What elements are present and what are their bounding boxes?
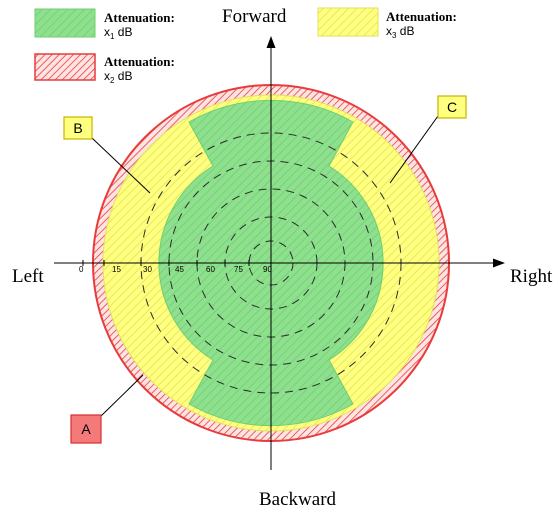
callout-b-label: B — [73, 120, 82, 136]
callout-a-label: A — [81, 421, 91, 437]
legend-value-x3: x3 dB — [386, 24, 414, 40]
label-right: Right — [510, 266, 553, 287]
callout-a: A — [70, 374, 144, 444]
tick-label-90: 90 — [263, 265, 272, 274]
tick-label-75: 75 — [234, 265, 243, 274]
legend-swatch-red — [34, 53, 96, 81]
callout-a-leader — [99, 374, 144, 418]
axis-ticks — [82, 260, 250, 266]
legend-item-x2: Attenuation: x2 dB — [34, 53, 175, 85]
tick-label-0: 0 — [79, 265, 84, 274]
callout-c-label: C — [447, 99, 457, 115]
legend-item-x1: Attenuation: x1 dB — [34, 8, 175, 41]
tick-labels: 0 15 30 45 60 75 90 — [79, 265, 272, 274]
label-backward: Backward — [259, 489, 337, 510]
legend-value-x1: x1 dB — [104, 25, 132, 41]
callout-c-leader — [389, 115, 439, 184]
right-arrow-icon — [493, 258, 505, 268]
tick-label-30: 30 — [143, 265, 152, 274]
label-left: Left — [12, 266, 44, 287]
callout-b-leader — [91, 137, 151, 194]
label-forward: Forward — [222, 6, 287, 27]
legend-swatch-green — [34, 8, 96, 38]
legend-title-x3: Attenuation: — [386, 9, 457, 24]
tick-label-60: 60 — [206, 265, 215, 274]
legend-title-x2: Attenuation: — [104, 54, 175, 69]
tick-label-15: 15 — [112, 265, 121, 274]
tick-label-45: 45 — [175, 265, 184, 274]
legend-swatch-yellow — [317, 7, 379, 37]
legend-item-x3: Attenuation: x3 dB — [317, 7, 457, 40]
legend: Attenuation: x1 dB Attenuation: x2 dB At… — [34, 7, 457, 85]
forward-arrow-icon — [266, 36, 276, 48]
legend-value-x2: x2 dB — [104, 69, 132, 85]
callout-a-box — [70, 414, 102, 444]
callout-b-box — [63, 116, 93, 140]
axes — [54, 36, 505, 470]
callout-c: C — [389, 95, 467, 184]
legend-title-x1: Attenuation: — [104, 10, 175, 25]
callout-c-box — [437, 95, 467, 119]
callout-b: B — [63, 116, 151, 194]
